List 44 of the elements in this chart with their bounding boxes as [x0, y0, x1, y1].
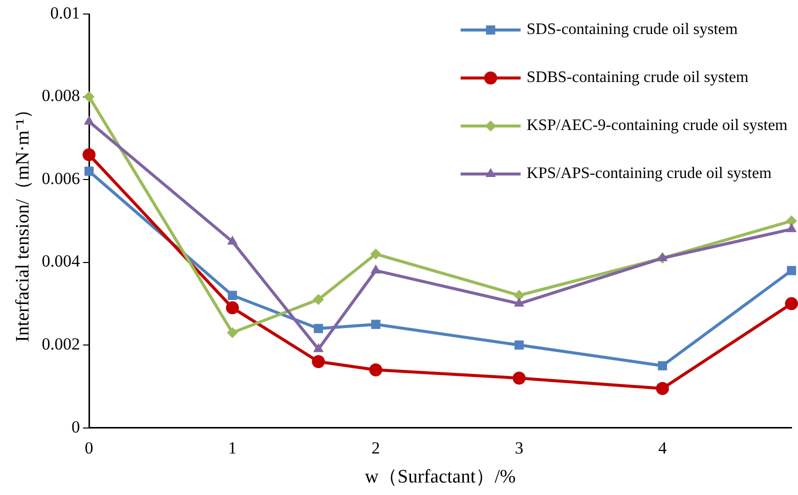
point [514, 290, 525, 301]
y-tick-label: 0.006 [42, 168, 80, 188]
point [370, 264, 381, 274]
y-axis-title: Interfacial tension/（mN·m⁻¹） [12, 100, 34, 342]
point [786, 223, 797, 232]
y-tick-label: 0 [72, 417, 80, 436]
legend-label: SDS-containing crude oil system [526, 21, 738, 38]
point [786, 266, 796, 276]
point [371, 320, 380, 329]
legend-label: KSP/AEC-9-containing crude oil system [526, 117, 788, 134]
point [227, 236, 238, 245]
x-axis-title: w（Surfactant）/% [364, 466, 516, 488]
point [370, 248, 382, 260]
point [514, 298, 524, 307]
point [312, 355, 325, 368]
y-tick-label: 0.004 [42, 252, 81, 271]
point [228, 290, 238, 300]
legend-label: KPS/APS-containing crude oil system [526, 165, 772, 182]
point [658, 361, 668, 370]
point [226, 327, 238, 338]
point [369, 363, 382, 376]
y-tick-label: 0.01 [50, 3, 80, 22]
point [313, 343, 324, 352]
point [226, 301, 239, 314]
point [657, 252, 668, 262]
point [84, 166, 94, 176]
x-tick-label: 2 [372, 438, 380, 458]
point [785, 297, 798, 310]
x-tick-label: 4 [658, 438, 668, 458]
point [512, 372, 526, 385]
point [312, 294, 324, 306]
x-tick-label: 0 [84, 438, 94, 458]
point [314, 324, 324, 334]
point [82, 148, 96, 162]
point [786, 215, 797, 226]
point [84, 116, 94, 125]
point [514, 340, 524, 350]
point [84, 91, 95, 102]
y-tick-label: 0.002 [42, 334, 80, 354]
x-tick-label: 1 [228, 438, 237, 458]
x-tick-label: 3 [514, 438, 524, 458]
point [656, 382, 669, 395]
y-tick-label: 0.008 [42, 86, 80, 106]
legend-label: SDBS-containing crude oil system [526, 69, 749, 86]
